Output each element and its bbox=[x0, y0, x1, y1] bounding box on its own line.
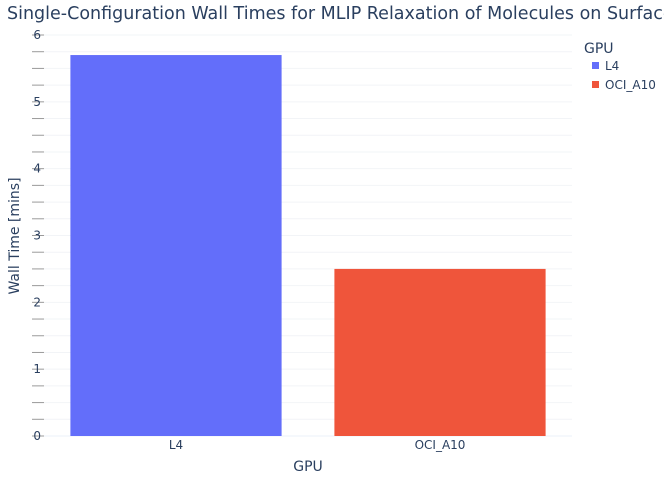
chart-title: Single-Configuration Wall Times for MLIP… bbox=[7, 4, 664, 24]
x-tick-label: OCI_A10 bbox=[415, 438, 466, 452]
y-tick-label: 4 bbox=[33, 162, 41, 176]
y-tick-label: 5 bbox=[33, 95, 41, 109]
bar-l4 bbox=[70, 55, 282, 437]
y-tick-label: 3 bbox=[33, 229, 41, 243]
y-tick-label: 1 bbox=[33, 362, 41, 376]
y-axis-title: Wall Time [mins] bbox=[7, 177, 23, 294]
bars bbox=[70, 55, 546, 437]
y-axis: 0 1 2 3 4 5 6 bbox=[32, 28, 44, 443]
y-tick-label: 2 bbox=[33, 295, 41, 309]
x-axis: L4 OCI_A10 bbox=[169, 438, 466, 452]
legend-label: L4 bbox=[605, 59, 619, 73]
y-tick-label: 6 bbox=[33, 28, 41, 42]
y-tick-label: 0 bbox=[33, 429, 41, 443]
legend-swatch bbox=[592, 81, 599, 88]
x-tick-label: L4 bbox=[169, 438, 183, 452]
bar-oci-a10 bbox=[334, 268, 546, 436]
legend-swatch bbox=[592, 62, 599, 69]
legend: GPU L4 OCI_A10 bbox=[584, 41, 656, 92]
legend-label: OCI_A10 bbox=[605, 78, 656, 92]
legend-title: GPU bbox=[584, 41, 614, 57]
x-axis-title: GPU bbox=[293, 459, 323, 475]
